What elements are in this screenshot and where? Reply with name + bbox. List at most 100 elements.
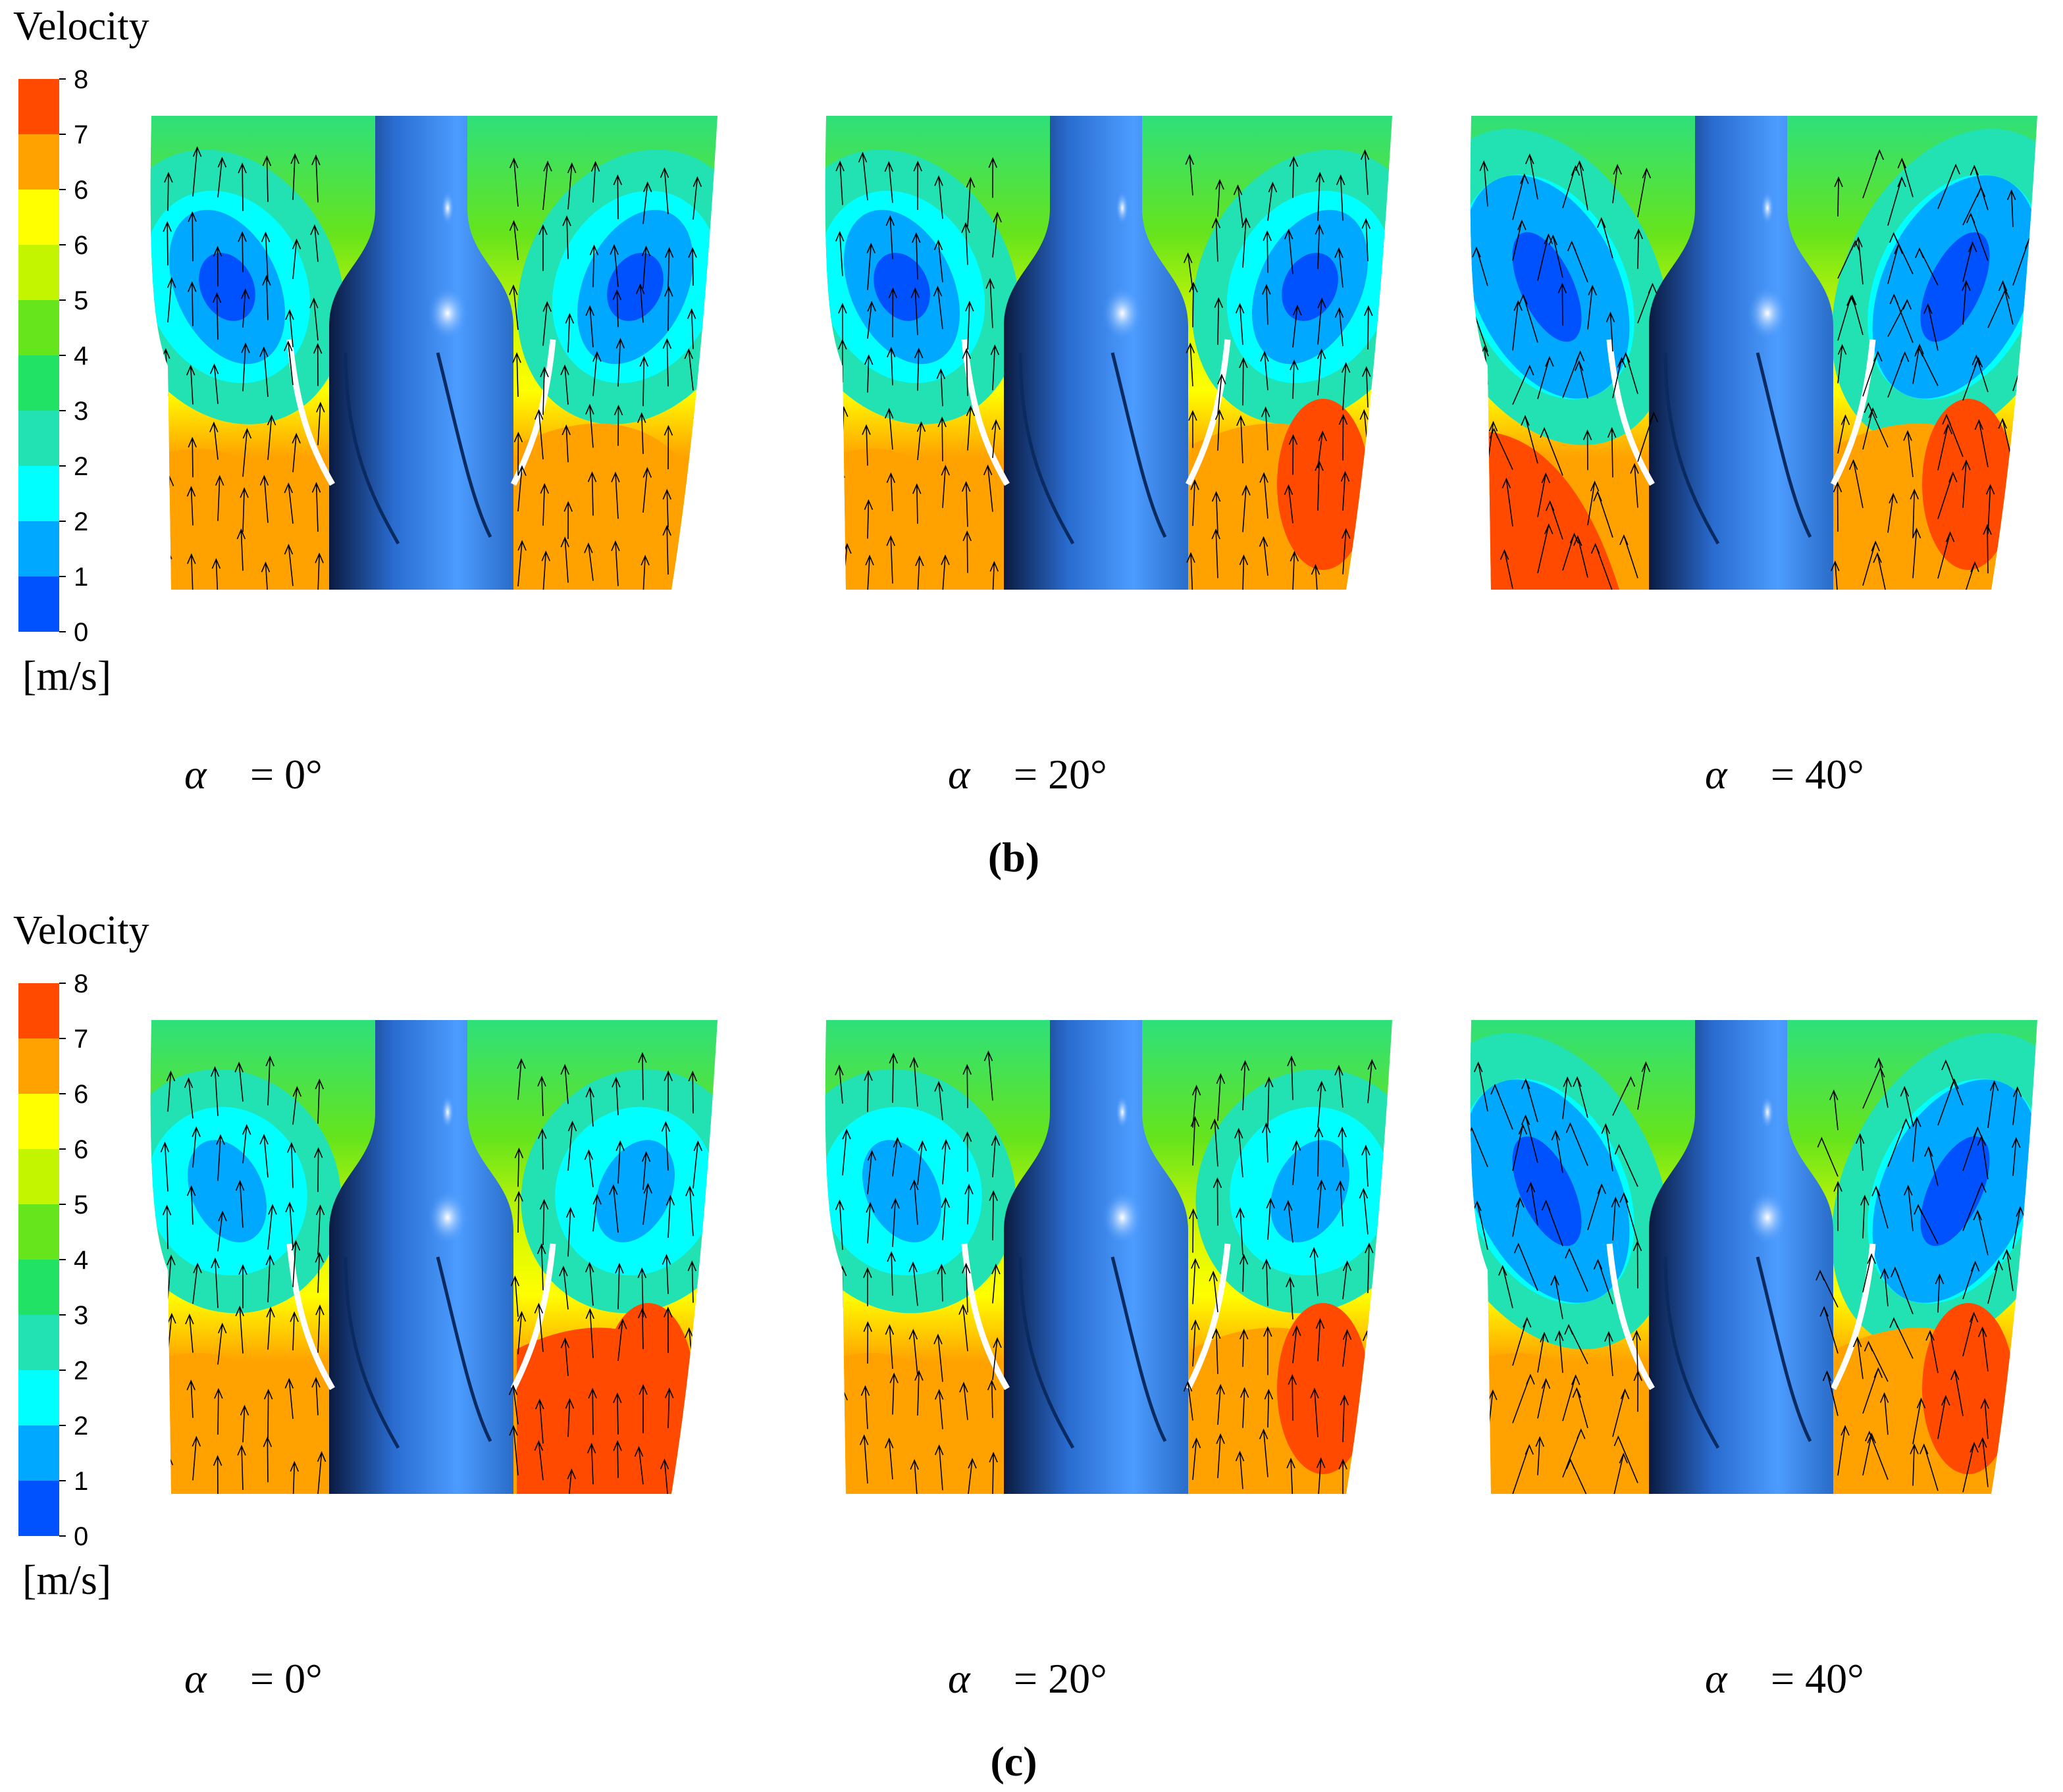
vector (1309, 1246, 1319, 1296)
vector (1183, 1381, 1193, 1421)
vector (1587, 1183, 1606, 1231)
vector (889, 1052, 899, 1103)
vector (517, 540, 527, 587)
vector (1310, 1387, 1319, 1438)
vector (611, 471, 620, 519)
vector (1500, 549, 1513, 589)
vector (1316, 1457, 1326, 1494)
vector (587, 471, 597, 516)
vector (508, 1384, 519, 1425)
vector (639, 355, 649, 407)
vector (913, 161, 922, 211)
vector (1555, 1330, 1564, 1373)
vector (613, 1392, 622, 1435)
vector (1537, 1377, 1551, 1419)
vector (642, 181, 652, 224)
vector (192, 1435, 201, 1481)
vector (585, 1308, 595, 1358)
red-zone (1277, 1303, 1369, 1474)
vector (1582, 429, 1592, 471)
vector (888, 287, 898, 338)
contour-plot (825, 116, 1392, 590)
vector (240, 487, 249, 532)
vector (1837, 240, 1860, 279)
angle-symbol: α (1705, 1655, 1728, 1702)
vector (1614, 1144, 1638, 1187)
vector (965, 300, 974, 350)
vector (1632, 1240, 1642, 1289)
vector (1852, 1336, 1864, 1379)
vector (292, 1086, 302, 1125)
vector (1286, 1276, 1295, 1319)
vector (989, 1451, 998, 1494)
vector (662, 488, 671, 528)
vector (1215, 178, 1224, 217)
red-zone (1922, 399, 2014, 570)
vector (1900, 1085, 1914, 1126)
vector (309, 297, 319, 341)
vectors (158, 1052, 703, 1494)
colorbar-band (18, 355, 59, 411)
vector (1473, 1200, 1488, 1250)
vector (687, 1260, 697, 1303)
vector (1512, 173, 1529, 220)
vector (1937, 471, 1958, 519)
vector (167, 277, 176, 322)
vector (1537, 472, 1551, 517)
vector (185, 1313, 194, 1353)
hub-glow (428, 1191, 467, 1244)
vector (664, 424, 673, 470)
vector (192, 1126, 201, 1168)
vector (262, 274, 271, 320)
vector (1267, 182, 1278, 221)
colorbar-tick-label: 5 (74, 1190, 88, 1219)
vector (1473, 1061, 1488, 1112)
vector (2012, 1086, 2022, 1125)
vector (885, 215, 895, 259)
vector (509, 284, 519, 330)
vector (912, 483, 922, 524)
vector (1262, 284, 1271, 325)
vector (689, 1443, 698, 1492)
vector (838, 303, 847, 342)
vector (540, 482, 550, 526)
vector (562, 215, 571, 259)
vector (1361, 1427, 1371, 1475)
vector (1887, 492, 1898, 533)
vector (1470, 1127, 1488, 1167)
vector (216, 1134, 225, 1181)
vector (265, 1056, 274, 1106)
vector (1862, 407, 1877, 450)
colorbar-tick-label: 3 (74, 397, 88, 426)
vector (862, 424, 871, 466)
vector (1833, 1181, 1842, 1231)
vector (541, 550, 550, 590)
vector (1962, 1126, 1983, 1171)
vector (1239, 1328, 1249, 1367)
vector (1860, 1194, 1869, 1239)
vector (1970, 165, 1989, 211)
vector (1317, 297, 1326, 345)
vector (1937, 531, 1955, 579)
vector (1513, 1242, 1538, 1291)
vector (891, 1198, 900, 1247)
colorbar-tick-label: 2 (74, 507, 88, 536)
colorbar-tick-label: 6 (74, 231, 88, 260)
vector (1637, 282, 1658, 324)
vector (315, 1252, 324, 1293)
colorbar-tick-label: 0 (74, 618, 88, 647)
vector (1290, 550, 1299, 590)
vortex-core (1920, 232, 1990, 342)
vector (311, 482, 321, 532)
vector (565, 1207, 575, 1257)
vector (1573, 1076, 1588, 1118)
vector (642, 1183, 653, 1225)
vector (186, 1379, 196, 1418)
vector (1566, 1458, 1588, 1494)
vector (1512, 1444, 1534, 1494)
vector (1216, 1433, 1225, 1479)
vector (537, 1075, 546, 1116)
vector (1854, 236, 1864, 285)
vector (567, 1120, 577, 1171)
vector (2012, 490, 2027, 530)
